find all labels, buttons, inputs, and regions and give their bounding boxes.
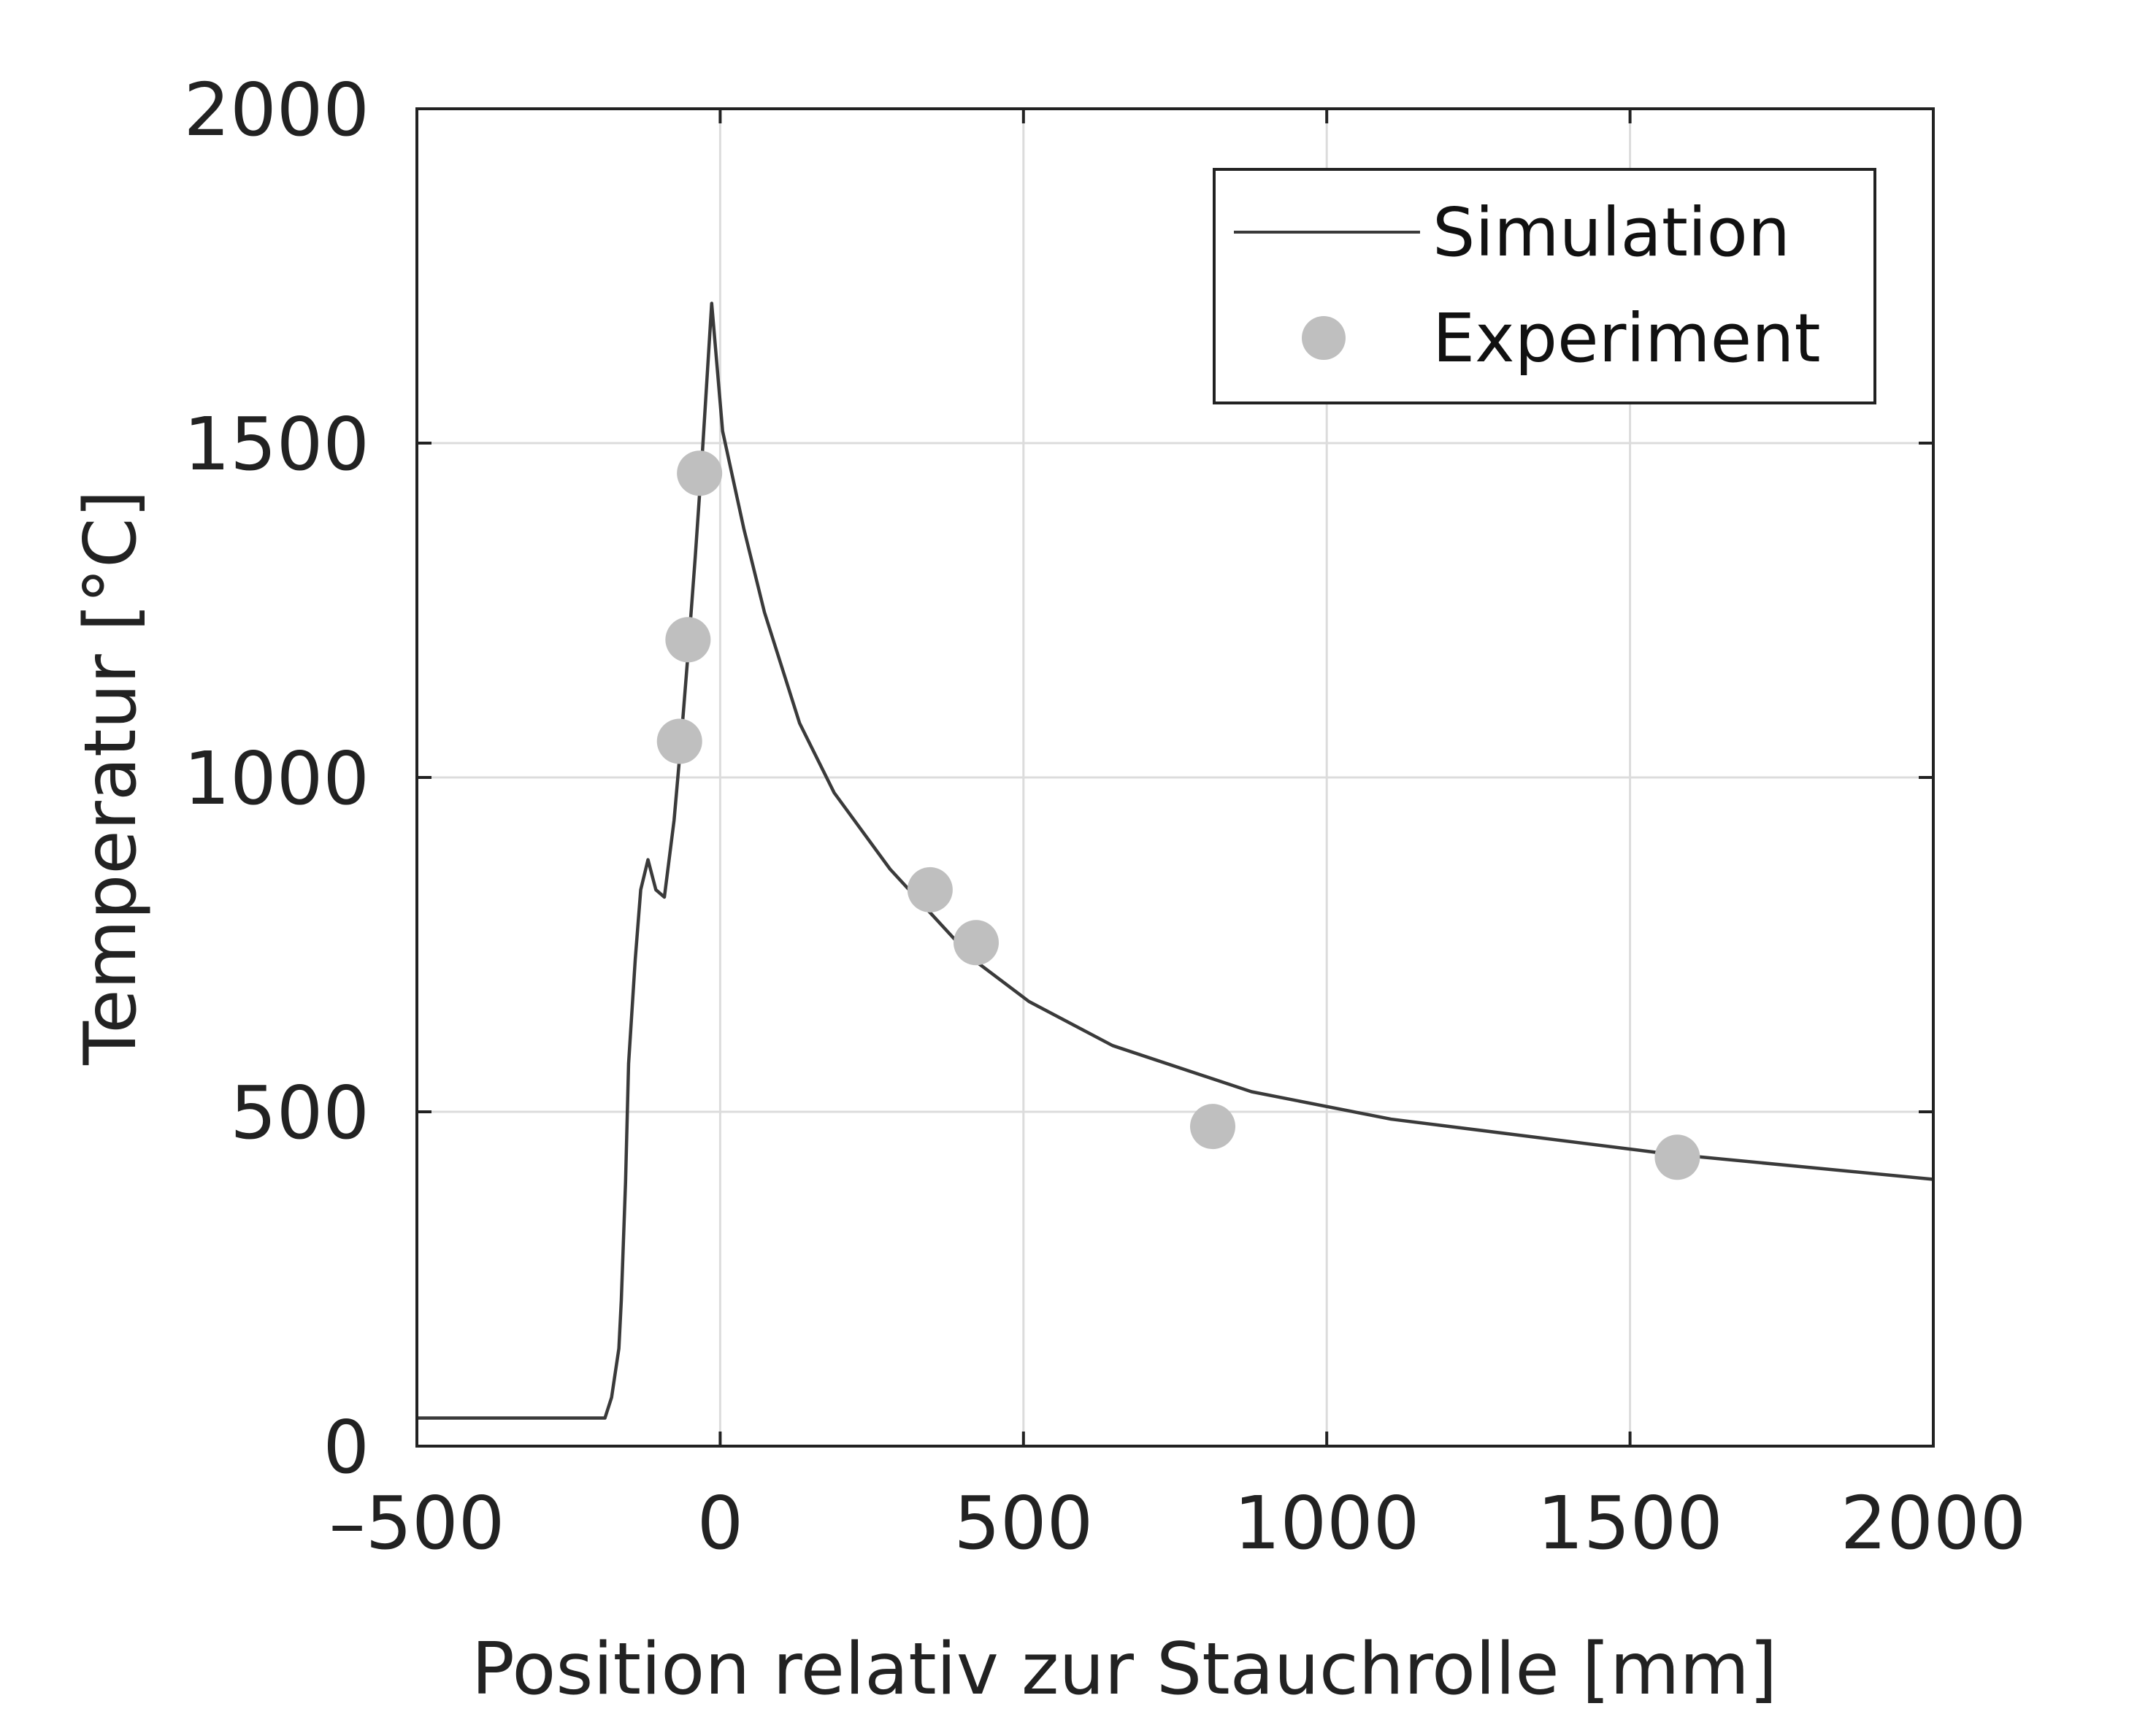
x-tick-label: 0: [697, 1480, 744, 1566]
legend-simulation-label: Simulation: [1432, 193, 1790, 272]
x-tick-label: –500: [329, 1480, 505, 1566]
x-tick-label: 1500: [1537, 1480, 1723, 1566]
x-tick-label: 2000: [1841, 1480, 2027, 1566]
y-tick-label: 1500: [184, 402, 370, 487]
y-axis-label: Temperatur [°C]: [69, 490, 153, 1066]
experiment-point: [1190, 1104, 1236, 1150]
y-tick-label: 1000: [184, 736, 370, 821]
x-tick-label: 1000: [1234, 1480, 1420, 1566]
experiment-point: [656, 718, 702, 764]
experiment-point: [677, 450, 723, 496]
simulation-line: [417, 301, 1934, 1420]
legend-experiment-swatch: [1302, 316, 1346, 360]
experiment-point: [1654, 1134, 1700, 1180]
legend-box: [1213, 168, 1876, 404]
y-tick-label: 2000: [184, 67, 370, 153]
x-axis-label: Position relativ zur Stauchrolle [mm]: [472, 1628, 1777, 1711]
y-tick-label: 500: [230, 1070, 369, 1156]
x-tick-label: 500: [954, 1480, 1093, 1566]
experiment-point: [665, 617, 711, 663]
y-tick-label: 0: [323, 1405, 369, 1490]
plot-series: [417, 301, 1934, 1420]
experiment-point: [953, 920, 999, 966]
experiment-point: [907, 867, 953, 913]
legend-experiment-label: Experiment: [1432, 299, 1821, 377]
legend: Simulation Experiment: [1213, 168, 1876, 404]
